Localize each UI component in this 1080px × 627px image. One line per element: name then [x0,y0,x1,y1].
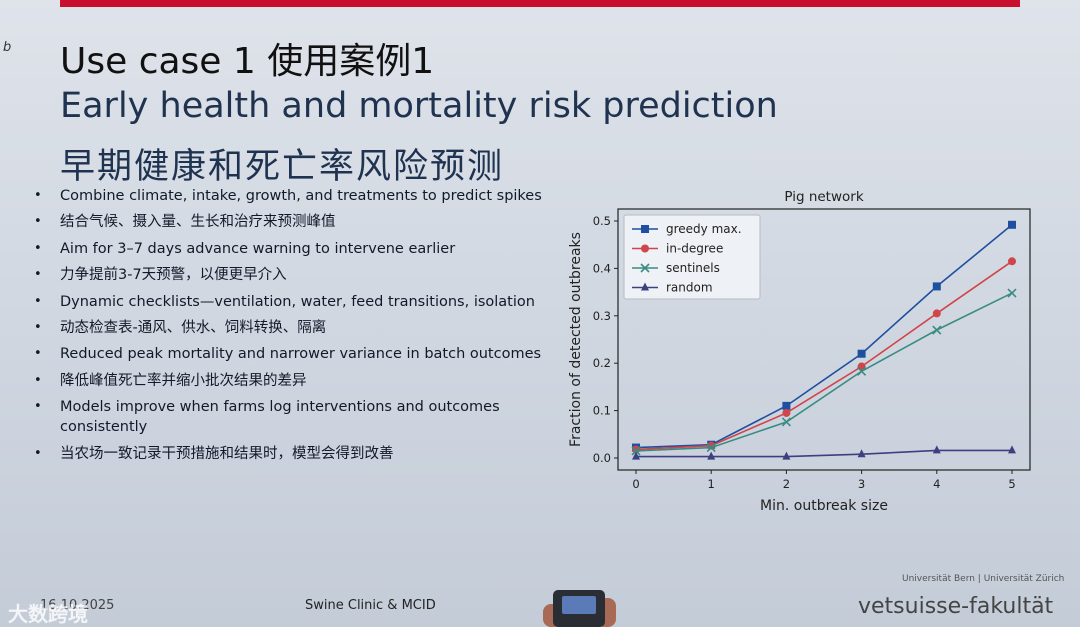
data-point-in-degree [1008,257,1016,266]
phone-screen [562,596,596,614]
y-tick-label: 0.2 [593,356,611,370]
slide-title: Use case 1 使用案例1 [60,41,435,82]
data-point-sentinels [631,446,641,456]
data-point-greedy-max [932,282,941,291]
faculty-logo-text: vetsuisse-fakultät [858,594,1054,619]
data-point-sentinels [706,443,716,453]
legend-marker-sentinels [640,263,650,273]
edge-mark: b [3,40,12,55]
x-tick-label: 2 [783,477,790,491]
footer-date: 16.10.2025 [40,598,115,613]
legend-marker-random [641,282,649,291]
university-line: Universität Bern | Universität Zürich [902,574,1065,584]
data-point-sentinels [857,366,867,376]
data-point-in-degree [782,408,791,417]
x-tick-label: 1 [708,477,715,491]
slide-subtitle-zh: 早期健康和死亡率风险预测 [60,147,505,187]
legend-label-random: random [666,281,713,295]
y-tick-label: 0.4 [593,261,611,275]
bullet-item: 当农场一致记录干预措施和结果时，模型会得到改善 [34,444,554,464]
slide-subtitle-en: Early health and mortality risk predicti… [60,86,778,126]
data-point-random [632,451,640,460]
data-point-random [782,451,791,460]
legend-box [623,214,761,300]
y-tick-label: 0.0 [593,451,611,465]
y-tick-label: 0.1 [593,404,611,418]
data-point-greedy-max [1008,220,1016,229]
bullet-item: Models improve when farms log interventi… [34,397,554,437]
data-point-sentinels [781,417,791,427]
y-axis-label: Fraction of detected outbreaks [568,232,584,447]
bullet-list: Combine climate, intake, growth, and tre… [34,186,554,470]
footer-department: Swine Clinic & MCID [305,598,436,613]
data-point-greedy-max [782,401,791,410]
bullet-item: Combine climate, intake, growth, and tre… [34,186,554,206]
x-tick-label: 3 [858,477,865,491]
data-point-greedy-max [857,349,866,358]
x-tick-label: 4 [933,477,940,491]
x-tick-label: 5 [1008,477,1015,491]
series-line-random [636,449,1012,458]
data-point-in-degree [932,309,941,318]
legend-marker-greedy-max [641,225,649,233]
legend-marker-in-degree [641,244,649,253]
x-tick-label: 0 [632,477,639,491]
bullet-item: 动态检查表-通风、供水、饲料转换、隔离 [34,318,554,338]
data-point-sentinels [1007,288,1017,298]
data-point-random [1008,445,1016,454]
top-accent-bar [60,0,1020,7]
pig-network-chart: Pig network 0 1 2 3 4 5 0.0 0.1 0.2 0.3 0.4 0.5 Min. … [568,189,1031,514]
watermark: 大数跨境 [8,602,88,626]
data-point-random [857,449,866,458]
data-point-random [707,451,716,460]
y-tick-label: 0.5 [593,214,611,228]
legend-label-sentinels: sentinels [666,261,720,275]
bullet-item: 降低峰值死亡率并缩小批次结果的差异 [34,371,554,391]
plot-frame [617,208,1031,471]
data-point-sentinels [932,325,942,335]
bullet-item: Reduced peak mortality and narrower vari… [34,344,554,364]
bullet-item: Aim for 3–7 days advance warning to inte… [34,239,554,259]
series-line-in-degree [635,260,1013,451]
y-tick-label: 0.3 [593,309,611,323]
chart-title: Pig network [784,189,863,205]
x-axis-label: Min. outbreak size [760,498,888,514]
legend-label-in-degree: in-degree [666,242,723,256]
phone-in-hand [553,590,605,627]
series-line-sentinels [635,292,1013,452]
series-line-greedy-max [635,224,1013,449]
data-point-random [932,445,941,454]
legend-label-greedy-max: greedy max. [666,222,742,236]
bullet-item: 力争提前3-7天预警，以便更早介入 [34,265,554,285]
bullet-item: Dynamic checklists—ventilation, water, f… [34,292,554,312]
bullet-item: 结合气候、摄入量、生长和治疗来预测峰值 [34,212,554,232]
